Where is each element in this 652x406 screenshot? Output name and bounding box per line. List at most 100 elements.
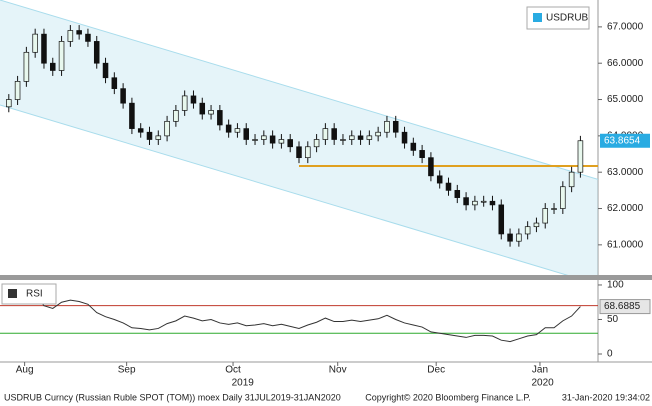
- channel-fill: [0, 0, 598, 275]
- candle-body: [296, 146, 302, 159]
- y-tick-label: 66.0000: [607, 58, 644, 69]
- last-value-box: [599, 299, 651, 315]
- y-tick-label: 50: [607, 314, 619, 325]
- candle-body: [120, 88, 126, 104]
- candle-body: [551, 208, 557, 210]
- candle-body: [577, 140, 584, 173]
- candle-body: [524, 226, 531, 235]
- candle-body: [340, 139, 346, 141]
- candle-body: [208, 110, 214, 115]
- candle-body: [445, 182, 452, 191]
- candle-body: [489, 200, 496, 206]
- candle-body: [498, 204, 505, 235]
- candle-body: [129, 102, 135, 129]
- candle-body: [454, 190, 461, 198]
- candle-body: [225, 124, 232, 133]
- candle-body: [85, 33, 91, 42]
- candle-body: [331, 128, 337, 140]
- candle-body: [49, 62, 56, 71]
- candle-body: [305, 146, 311, 159]
- candle-body: [41, 33, 47, 64]
- x-year-label: 2019: [232, 378, 255, 389]
- channel-line: [0, 104, 569, 275]
- channel-line: [0, 0, 598, 180]
- candle-body: [252, 139, 258, 141]
- candle-body: [463, 197, 469, 206]
- candle-body: [173, 110, 179, 122]
- y-tick-label: 67.0000: [607, 22, 644, 33]
- plot-area: [0, 294, 598, 343]
- footer-right: 31-Jan-2020 19:34:02: [562, 392, 650, 402]
- candle-body: [199, 102, 206, 115]
- plot-area: [0, 0, 598, 275]
- candle-body: [516, 233, 522, 242]
- candle-body: [287, 139, 293, 148]
- candle-body: [313, 139, 320, 148]
- candle-body: [533, 222, 540, 228]
- candle-body: [401, 131, 408, 144]
- candle-body: [67, 30, 74, 42]
- candle-body: [269, 135, 276, 144]
- candle-body: [366, 135, 373, 140]
- candle-body: [76, 30, 82, 35]
- candle-body: [384, 120, 390, 133]
- candle-body: [155, 135, 162, 140]
- legend-label: RSI: [26, 289, 43, 300]
- candle-body: [58, 41, 65, 71]
- y-tick-label: 65.0000: [607, 94, 644, 105]
- candle-body: [243, 128, 250, 140]
- last-value-label: 68.6885: [604, 301, 641, 312]
- y-tick-label: 100: [607, 280, 624, 291]
- line: [8, 294, 581, 343]
- candle-body: [181, 95, 188, 111]
- footer-left: USDRUB Curncy (Russian Ruble SPOT (TOM))…: [4, 392, 341, 402]
- candle-body: [234, 128, 241, 133]
- candle-body: [568, 171, 575, 188]
- candle-body: [146, 131, 153, 140]
- legend-box: [526, 6, 590, 30]
- x-tick-label: Dec: [427, 365, 445, 376]
- candle-body: [392, 120, 399, 133]
- candle-body: [93, 41, 100, 64]
- y-tick-label: 61.0000: [607, 239, 644, 250]
- candle-body: [507, 233, 513, 242]
- x-tick-label: Oct: [225, 365, 241, 376]
- candle-body: [102, 62, 109, 79]
- candle-body: [480, 200, 487, 203]
- candle-body: [410, 142, 417, 151]
- last-price-label: 63.8654: [604, 135, 641, 146]
- candle-body: [560, 186, 566, 209]
- candle-body: [261, 135, 267, 140]
- candle-body: [278, 139, 285, 144]
- candle-body: [217, 110, 223, 126]
- candle-body: [23, 51, 30, 82]
- x-tick-label: Nov: [329, 365, 347, 376]
- candle-body: [190, 95, 197, 104]
- candle-body: [542, 208, 549, 224]
- legend-swatch: [8, 289, 17, 298]
- y-tick-label: 63.0000: [607, 167, 644, 178]
- x-year-label: 2020: [531, 378, 554, 389]
- candle-body: [111, 77, 118, 89]
- candle-body: [436, 175, 443, 184]
- candle-body: [32, 33, 38, 53]
- candle-body: [357, 135, 364, 140]
- legend-label: USDRUB: [546, 13, 589, 24]
- y-tick-label: 0: [607, 349, 613, 360]
- candle-body: [137, 128, 144, 133]
- last-price-box: [600, 133, 650, 148]
- candle-body: [348, 135, 355, 140]
- candle-body: [164, 120, 170, 137]
- candle-body: [419, 150, 425, 159]
- candle-body: [428, 157, 434, 177]
- candle-body: [14, 81, 21, 100]
- candle-body: [472, 200, 478, 206]
- footer-center: Copyright© 2020 Bloomberg Finance L.P.: [365, 392, 531, 402]
- legend-swatch: [533, 13, 542, 22]
- candle-body: [375, 131, 381, 137]
- x-tick-label: Sep: [118, 365, 136, 376]
- x-tick-label: Jan: [532, 365, 548, 376]
- x-tick-label: Aug: [16, 365, 34, 376]
- candle-body: [322, 128, 329, 140]
